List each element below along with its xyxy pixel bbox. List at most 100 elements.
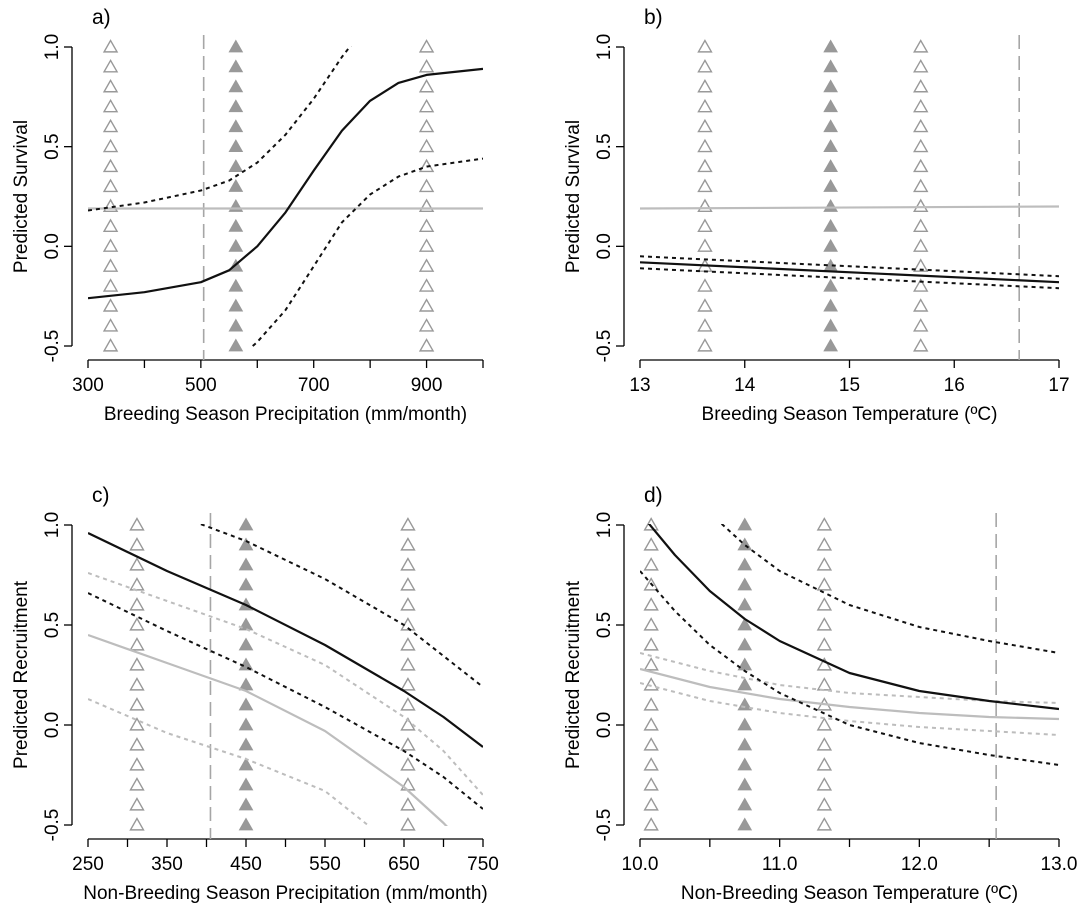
filled-triangle-marker — [823, 198, 839, 212]
open-triangle-marker — [102, 118, 119, 133]
panel-label: b) — [644, 6, 663, 29]
open-triangle-marker — [418, 338, 435, 352]
open-triangle-marker — [643, 777, 659, 791]
x-axis-label: Breeding Season Temperature (ºC) — [702, 404, 998, 425]
marker-columns — [102, 39, 435, 352]
filled-triangle-marker — [238, 557, 254, 571]
open-triangle-marker — [816, 677, 833, 691]
curves — [88, 524, 483, 826]
filled-triangle-marker — [823, 159, 839, 172]
y-tick-label: 0.0 — [594, 233, 615, 259]
y-tick-label: -0.5 — [42, 809, 63, 842]
x-tick-label: 700 — [298, 375, 330, 396]
open-triangle-marker — [129, 817, 145, 831]
y-axis: -0.5 0.0 0.5 1.0 — [594, 34, 625, 362]
x-axis-label: Non-Breeding Season Temperature (ºC) — [681, 883, 1018, 904]
x-tick-label: 900 — [411, 375, 443, 396]
open-triangle-marker — [643, 677, 659, 691]
open-triangle-marker — [400, 717, 416, 731]
x-axis: 13 14 15 16 17 — [629, 359, 1070, 396]
filled-triangle-marker — [823, 318, 839, 332]
filled-triangle-marker — [228, 39, 244, 53]
panel-b: 13 14 15 16 17 -0.5 0.0 0.5 1.0 b) Breeding Seas… — [563, 6, 1070, 425]
null-curve — [88, 633, 448, 826]
open-triangle-marker — [816, 817, 833, 831]
open-triangle-marker — [129, 717, 145, 731]
open-triangle-marker — [643, 597, 659, 611]
open-triangle-column — [400, 517, 416, 831]
filled-triangle-marker — [228, 318, 244, 332]
open-triangle-marker — [418, 238, 435, 252]
filled-triangle-marker — [737, 677, 753, 691]
open-triangle-marker — [697, 338, 713, 352]
filled-triangle-marker — [823, 79, 839, 93]
open-triangle-marker — [400, 597, 416, 611]
filled-triangle-marker — [737, 777, 753, 791]
y-axis-label: Predicted Recruitment — [563, 580, 584, 769]
panel-c: 250 350 450 550 650 750 -0.5 0.0 0.5 1.0 c) Non-B… — [11, 484, 499, 904]
filled-triangle-marker — [238, 517, 254, 531]
open-triangle-marker — [913, 98, 929, 113]
y-tick-label: 0.5 — [594, 133, 615, 159]
upper-curve — [88, 46, 352, 212]
open-triangle-column — [816, 517, 833, 831]
filled-triangle-marker — [823, 298, 839, 312]
open-triangle-marker — [816, 617, 833, 631]
x-axis: 10.0 11.0 12.0 13.0 — [622, 838, 1077, 875]
filled-triangle-column — [238, 517, 254, 831]
x-tick-label: 10.0 — [622, 854, 659, 875]
open-triangle-marker — [697, 278, 713, 292]
open-triangle-marker — [400, 657, 416, 671]
y-axis-label: Predicted Survival — [11, 120, 32, 273]
open-triangle-marker — [816, 637, 833, 651]
open-triangle-marker — [913, 78, 929, 93]
open-triangle-marker — [697, 78, 713, 93]
open-triangle-marker — [697, 59, 713, 73]
open-triangle-marker — [697, 98, 713, 113]
open-triangle-marker — [643, 557, 659, 571]
open-triangle-marker — [129, 517, 145, 531]
open-triangle-marker — [697, 298, 713, 312]
filled-triangle-marker — [737, 577, 753, 591]
open-triangle-marker — [643, 717, 659, 731]
filled-triangle-marker — [823, 139, 839, 153]
y-tick-label: -0.5 — [42, 330, 63, 363]
filled-triangle-marker — [238, 657, 254, 671]
plot-area: 250 350 450 550 650 750 -0.5 0.0 0.5 1.0 — [42, 512, 499, 875]
open-triangle-column — [418, 39, 435, 352]
filled-triangle-marker — [238, 537, 254, 551]
open-triangle-marker — [102, 198, 119, 213]
panel-label: d) — [644, 484, 663, 507]
y-axis: -0.5 0.0 0.5 1.0 — [42, 34, 73, 363]
open-triangle-marker — [400, 757, 416, 771]
open-triangle-marker — [418, 98, 435, 113]
open-triangle-marker — [102, 158, 119, 173]
filled-triangle-marker — [737, 737, 753, 751]
filled-triangle-marker — [228, 179, 244, 192]
y-tick-label: 0.0 — [42, 233, 63, 259]
open-triangle-marker — [418, 298, 435, 312]
open-triangle-marker — [913, 338, 929, 352]
filled-triangle-marker — [228, 278, 244, 292]
filled-triangle-column — [823, 39, 839, 352]
open-triangle-marker — [129, 657, 145, 671]
fit-curve — [88, 67, 483, 300]
marker-columns — [697, 39, 929, 352]
filled-triangle-marker — [238, 697, 254, 711]
filled-triangle-marker — [238, 777, 254, 791]
open-triangle-marker — [697, 118, 713, 133]
open-triangle-column — [697, 39, 713, 352]
open-triangle-marker — [913, 278, 929, 292]
open-triangle-marker — [816, 537, 833, 551]
x-axis: 250 350 450 550 650 750 — [72, 838, 499, 875]
plot-area: 300 500 700 900 -0.5 0.0 0.5 1.0 — [42, 34, 484, 396]
open-triangle-marker — [400, 817, 416, 831]
y-tick-label: 0.5 — [42, 133, 63, 159]
open-triangle-marker — [418, 278, 435, 292]
open-triangle-marker — [418, 138, 435, 153]
open-triangle-marker — [697, 39, 713, 53]
y-axis: -0.5 0.0 0.5 1.0 — [594, 512, 625, 841]
open-triangle-marker — [129, 757, 145, 771]
filled-triangle-marker — [737, 517, 753, 531]
open-triangle-marker — [102, 218, 119, 232]
